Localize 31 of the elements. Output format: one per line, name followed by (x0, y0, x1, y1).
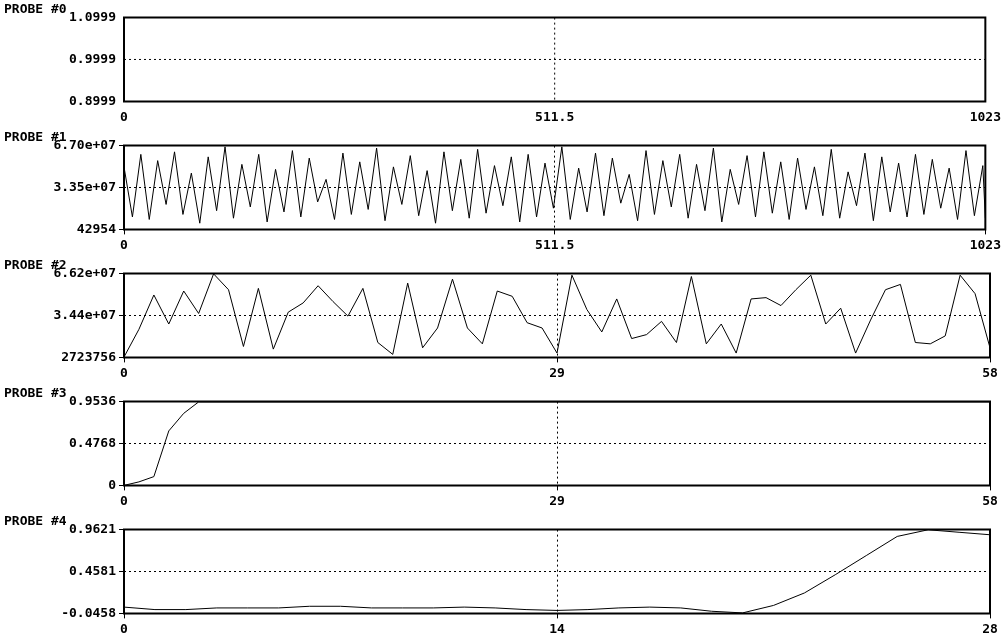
y-tick-label: 0.8999 (69, 92, 116, 108)
y-tick-label: -0.0458 (61, 604, 117, 620)
x-tick-label: 511.5 (535, 108, 575, 124)
x-tick-label: 0 (120, 620, 129, 636)
x-tick-label: 29 (549, 364, 565, 380)
y-tick-label: 0.9536 (69, 392, 117, 408)
y-tick-label: 0.9621 (69, 520, 117, 536)
chart-title: PROBE #0 (4, 1, 67, 17)
y-tick-label: 3.44e+07 (53, 306, 116, 322)
y-tick-label: 0.4581 (69, 562, 117, 578)
x-tick-label: 0 (120, 108, 129, 124)
y-tick-label: 2723756 (61, 348, 117, 364)
x-tick-label: 58 (982, 364, 998, 380)
y-tick-label: 0 (108, 476, 117, 492)
x-tick-label: 0 (120, 364, 129, 380)
y-tick-label: 0.9999 (69, 50, 116, 66)
y-tick-label: 42954 (76, 220, 117, 236)
y-tick-label: 3.35e+07 (53, 178, 116, 194)
x-tick-label: 28 (982, 620, 998, 636)
x-tick-label: 1023 (969, 108, 1001, 124)
chart-title: PROBE #3 (4, 385, 67, 401)
y-tick-label: 0.4768 (69, 434, 117, 450)
chart-title: PROBE #4 (4, 513, 67, 529)
x-tick-label: 58 (982, 492, 998, 508)
x-tick-label: 511.5 (535, 236, 575, 252)
x-tick-label: 0 (120, 492, 129, 508)
x-tick-label: 0 (120, 236, 129, 252)
y-tick-label: 1.0999 (69, 8, 116, 24)
x-tick-label: 29 (549, 492, 565, 508)
x-tick-label: 1023 (969, 236, 1001, 252)
x-tick-label: 14 (549, 620, 565, 636)
